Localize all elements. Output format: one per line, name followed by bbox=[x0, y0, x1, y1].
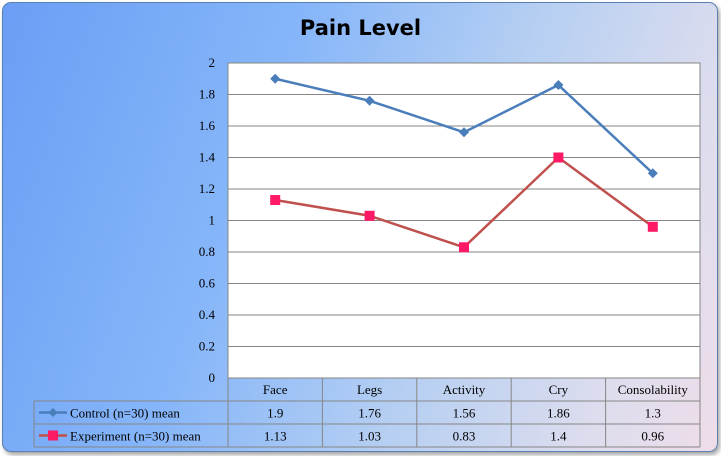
x-category-label: Activity bbox=[443, 382, 486, 397]
data-label: 1.4 bbox=[550, 429, 567, 444]
legend-label: Control (n=30) mean bbox=[70, 406, 180, 421]
data-point bbox=[270, 73, 281, 84]
y-tick-label: 1.8 bbox=[199, 87, 215, 102]
legend-marker bbox=[48, 430, 58, 441]
data-point bbox=[553, 152, 564, 163]
y-tick-label: 2 bbox=[209, 55, 216, 70]
data-point bbox=[270, 195, 281, 206]
data-point bbox=[364, 210, 375, 221]
y-tick-label: 1.4 bbox=[199, 150, 216, 165]
data-label: 1.13 bbox=[264, 429, 287, 444]
data-point bbox=[364, 95, 375, 106]
series-layer bbox=[270, 73, 658, 253]
data-label: 1.76 bbox=[358, 406, 381, 421]
data-label: 1.03 bbox=[358, 429, 381, 444]
data-table: Face Legs Activity Cry Consolability Control … bbox=[33, 378, 701, 448]
data-label: 0.83 bbox=[453, 429, 476, 444]
y-tick-label: 0.2 bbox=[199, 339, 215, 354]
data-point bbox=[553, 80, 564, 91]
legend-label: Experiment (n=30) mean bbox=[70, 429, 201, 444]
gridlines bbox=[227, 62, 700, 379]
y-tick-label: 1.2 bbox=[199, 181, 215, 196]
data-label: 1.56 bbox=[453, 406, 476, 421]
data-point bbox=[459, 127, 469, 138]
y-axis-ticks: 0 0.2 0.4 0.6 0.8 1 1.2 1.4 1.6 1.8 2 bbox=[199, 55, 216, 385]
data-label: 1.9 bbox=[267, 406, 283, 421]
y-tick-label: 1 bbox=[209, 213, 216, 228]
x-category-label: Consolability bbox=[618, 382, 689, 397]
x-category-label: Face bbox=[263, 382, 288, 397]
x-category-label: Legs bbox=[357, 382, 382, 397]
y-tick-label: 1.6 bbox=[199, 118, 216, 133]
y-tick-label: 0.6 bbox=[199, 276, 216, 291]
chart-title: Pain Level bbox=[299, 16, 422, 40]
x-category-label: Cry bbox=[549, 382, 569, 397]
data-label: 1.3 bbox=[645, 406, 661, 421]
y-tick-label: 0.8 bbox=[199, 244, 215, 259]
y-tick-label: 0 bbox=[209, 370, 216, 385]
data-label: 1.86 bbox=[547, 406, 570, 421]
y-tick-label: 0.4 bbox=[199, 307, 216, 322]
legend-marker bbox=[48, 408, 58, 417]
data-point bbox=[647, 168, 658, 179]
data-point bbox=[647, 221, 658, 232]
data-label: 0.96 bbox=[641, 429, 664, 444]
data-point bbox=[459, 242, 469, 253]
